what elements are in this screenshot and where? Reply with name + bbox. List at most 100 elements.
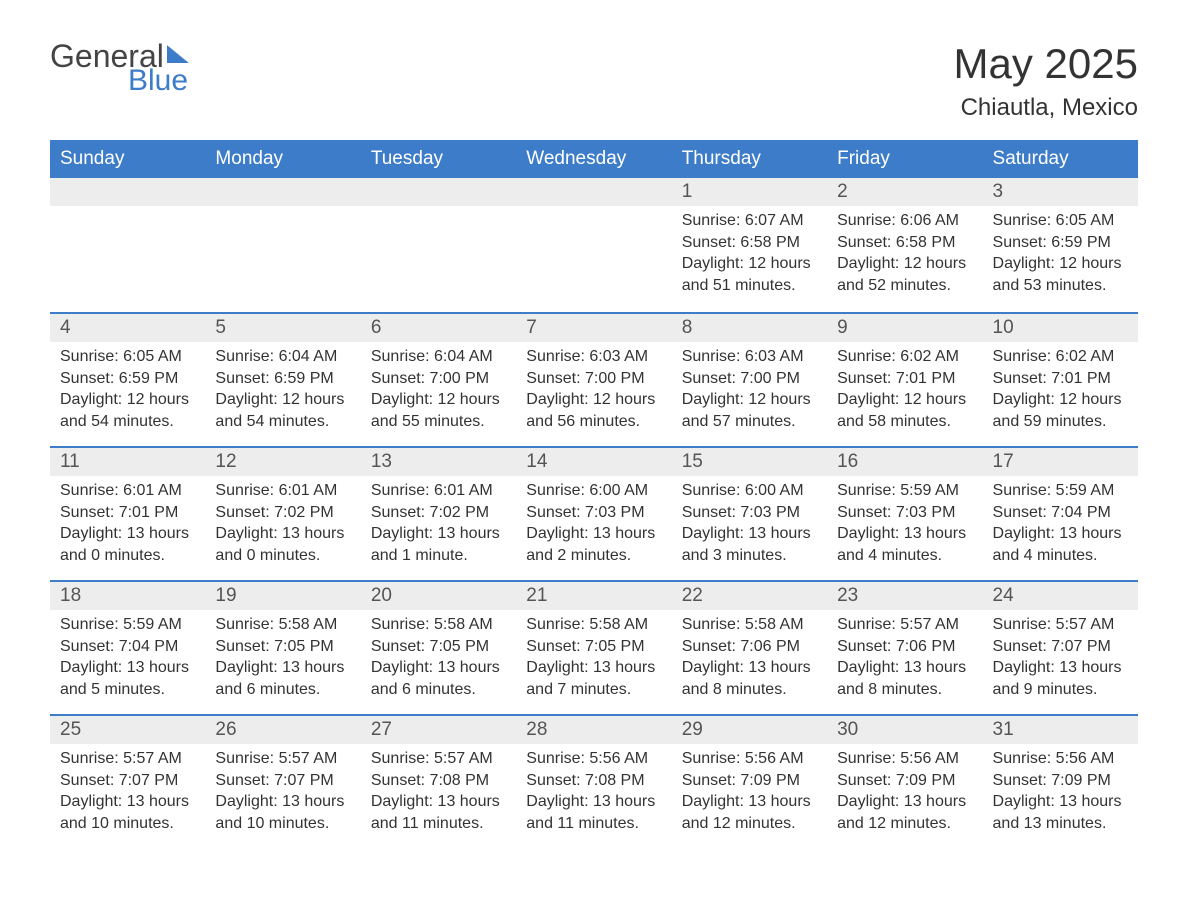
sunset-text: Sunset: 7:01 PM [993,368,1128,390]
sunset-text: Sunset: 7:08 PM [371,770,506,792]
sunrise-text: Sunrise: 6:04 AM [371,346,506,368]
day-number: 21 [516,582,671,610]
day-number: 3 [983,178,1138,206]
sunrise-text: Sunrise: 6:04 AM [215,346,350,368]
day-number: 5 [205,314,360,342]
day-number: 23 [827,582,982,610]
day-cell: 31Sunrise: 5:56 AMSunset: 7:09 PMDayligh… [983,716,1138,848]
sunrise-text: Sunrise: 5:58 AM [526,614,661,636]
day-info: Sunrise: 5:57 AMSunset: 7:07 PMDaylight:… [50,744,205,844]
daylight-text: Daylight: 13 hours and 7 minutes. [526,657,661,700]
day-info: Sunrise: 6:00 AMSunset: 7:03 PMDaylight:… [672,476,827,576]
day-cell [50,178,205,312]
daylight-text: Daylight: 13 hours and 6 minutes. [371,657,506,700]
day-number: 30 [827,716,982,744]
daylight-text: Daylight: 13 hours and 11 minutes. [526,791,661,834]
sunrise-text: Sunrise: 6:00 AM [682,480,817,502]
sunset-text: Sunset: 7:05 PM [215,636,350,658]
day-number: 29 [672,716,827,744]
day-info: Sunrise: 5:57 AMSunset: 7:08 PMDaylight:… [361,744,516,844]
sunset-text: Sunset: 7:04 PM [60,636,195,658]
day-cell: 29 Sunrise: 5:56 AMSunset: 7:09 PMDayligh… [672,716,827,848]
day-number: 27 [361,716,516,744]
daylight-text: Daylight: 12 hours and 52 minutes. [837,253,972,296]
day-cell: 17Sunrise: 5:59 AMSunset: 7:04 PMDayligh… [983,448,1138,580]
daylight-text: Daylight: 12 hours and 56 minutes. [526,389,661,432]
title-block: May 2025 Chiautla, Mexico [954,40,1138,122]
day-number: 18 [50,582,205,610]
day-info: Sunrise: 5:59 AMSunset: 7:03 PMDaylight:… [827,476,982,576]
sunset-text: Sunset: 7:09 PM [837,770,972,792]
sunrise-text: Sunrise: 5:58 AM [682,614,817,636]
sunset-text: Sunset: 7:02 PM [215,502,350,524]
day-cell: 6Sunrise: 6:04 AMSunset: 7:00 PMDaylight… [361,314,516,446]
sunset-text: Sunset: 7:07 PM [215,770,350,792]
logo: General Blue [50,40,189,96]
day-cell [205,178,360,312]
sunset-text: Sunset: 7:09 PM [682,770,817,792]
day-number: 11 [50,448,205,476]
day-info: Sunrise: 6:05 AMSunset: 6:59 PMDaylight:… [983,206,1138,306]
daylight-text: Daylight: 13 hours and 9 minutes. [993,657,1128,700]
sunset-text: Sunset: 6:59 PM [993,232,1128,254]
day-cell: 20Sunrise: 5:58 AMSunset: 7:05 PMDayligh… [361,582,516,714]
week-row: 11Sunrise: 6:01 AMSunset: 7:01 PMDayligh… [50,446,1138,580]
day-header-cell: Tuesday [361,140,516,178]
day-cell: 12Sunrise: 6:01 AMSunset: 7:02 PMDayligh… [205,448,360,580]
sunset-text: Sunset: 7:02 PM [371,502,506,524]
daylight-text: Daylight: 13 hours and 4 minutes. [837,523,972,566]
daylight-text: Daylight: 13 hours and 10 minutes. [60,791,195,834]
sunrise-text: Sunrise: 6:03 AM [526,346,661,368]
day-cell: 9Sunrise: 6:02 AMSunset: 7:01 PMDaylight… [827,314,982,446]
day-header-row: SundayMondayTuesdayWednesdayThursdayFrid… [50,140,1138,178]
day-cell: 1Sunrise: 6:07 AMSunset: 6:58 PMDaylight… [672,178,827,312]
sunrise-text: Sunrise: 5:56 AM [682,748,817,770]
day-cell: 19Sunrise: 5:58 AMSunset: 7:05 PMDayligh… [205,582,360,714]
sunset-text: Sunset: 7:03 PM [526,502,661,524]
daylight-text: Daylight: 13 hours and 12 minutes. [682,791,817,834]
document-header: General Blue May 2025 Chiautla, Mexico [50,40,1138,122]
sunrise-text: Sunrise: 6:05 AM [60,346,195,368]
sunset-text: Sunset: 7:05 PM [371,636,506,658]
sunset-text: Sunset: 7:07 PM [60,770,195,792]
sunrise-text: Sunrise: 5:59 AM [60,614,195,636]
daylight-text: Daylight: 13 hours and 2 minutes. [526,523,661,566]
day-number: 19 [205,582,360,610]
daylight-text: Daylight: 13 hours and 8 minutes. [837,657,972,700]
day-cell: 24Sunrise: 5:57 AMSunset: 7:07 PMDayligh… [983,582,1138,714]
day-header-cell: Thursday [672,140,827,178]
sunrise-text: Sunrise: 6:06 AM [837,210,972,232]
sunset-text: Sunset: 7:05 PM [526,636,661,658]
sunrise-text: Sunrise: 6:02 AM [993,346,1128,368]
sunrise-text: Sunrise: 5:58 AM [215,614,350,636]
day-info: Sunrise: 5:56 AMSunset: 7:09 PMDaylight:… [827,744,982,844]
day-cell: 13Sunrise: 6:01 AMSunset: 7:02 PMDayligh… [361,448,516,580]
day-number: 25 [50,716,205,744]
day-cell: 21 Sunrise: 5:58 AMSunset: 7:05 PMDayligh… [516,582,671,714]
sunrise-text: Sunrise: 5:57 AM [371,748,506,770]
daylight-text: Daylight: 12 hours and 54 minutes. [215,389,350,432]
day-cell: 10Sunrise: 6:02 AMSunset: 7:01 PMDayligh… [983,314,1138,446]
sunset-text: Sunset: 7:00 PM [682,368,817,390]
day-cell: 16Sunrise: 5:59 AMSunset: 7:03 PMDayligh… [827,448,982,580]
logo-blue: Blue [128,66,189,96]
sunrise-text: Sunrise: 5:57 AM [60,748,195,770]
calendar-body: 1Sunrise: 6:07 AMSunset: 6:58 PMDaylight… [50,178,1138,848]
day-cell: 28Sunrise: 5:56 AMSunset: 7:08 PMDayligh… [516,716,671,848]
sunset-text: Sunset: 6:59 PM [60,368,195,390]
day-info: Sunrise: 6:01 AMSunset: 7:02 PMDaylight:… [205,476,360,576]
sunrise-text: Sunrise: 6:00 AM [526,480,661,502]
sunset-text: Sunset: 7:06 PM [682,636,817,658]
sunrise-text: Sunrise: 6:01 AM [215,480,350,502]
sunrise-text: Sunrise: 5:58 AM [371,614,506,636]
day-number: 31 [983,716,1138,744]
day-cell: 26Sunrise: 5:57 AMSunset: 7:07 PMDayligh… [205,716,360,848]
day-cell: 7Sunrise: 6:03 AMSunset: 7:00 PMDaylight… [516,314,671,446]
sunrise-text: Sunrise: 5:57 AM [837,614,972,636]
sunrise-text: Sunrise: 5:56 AM [526,748,661,770]
day-info: Sunrise: 5:56 AMSunset: 7:09 PMDaylight:… [983,744,1138,844]
sunrise-text: Sunrise: 5:57 AM [215,748,350,770]
sunset-text: Sunset: 7:03 PM [837,502,972,524]
daylight-text: Daylight: 13 hours and 13 minutes. [993,791,1128,834]
day-cell: 2Sunrise: 6:06 AMSunset: 6:58 PMDaylight… [827,178,982,312]
